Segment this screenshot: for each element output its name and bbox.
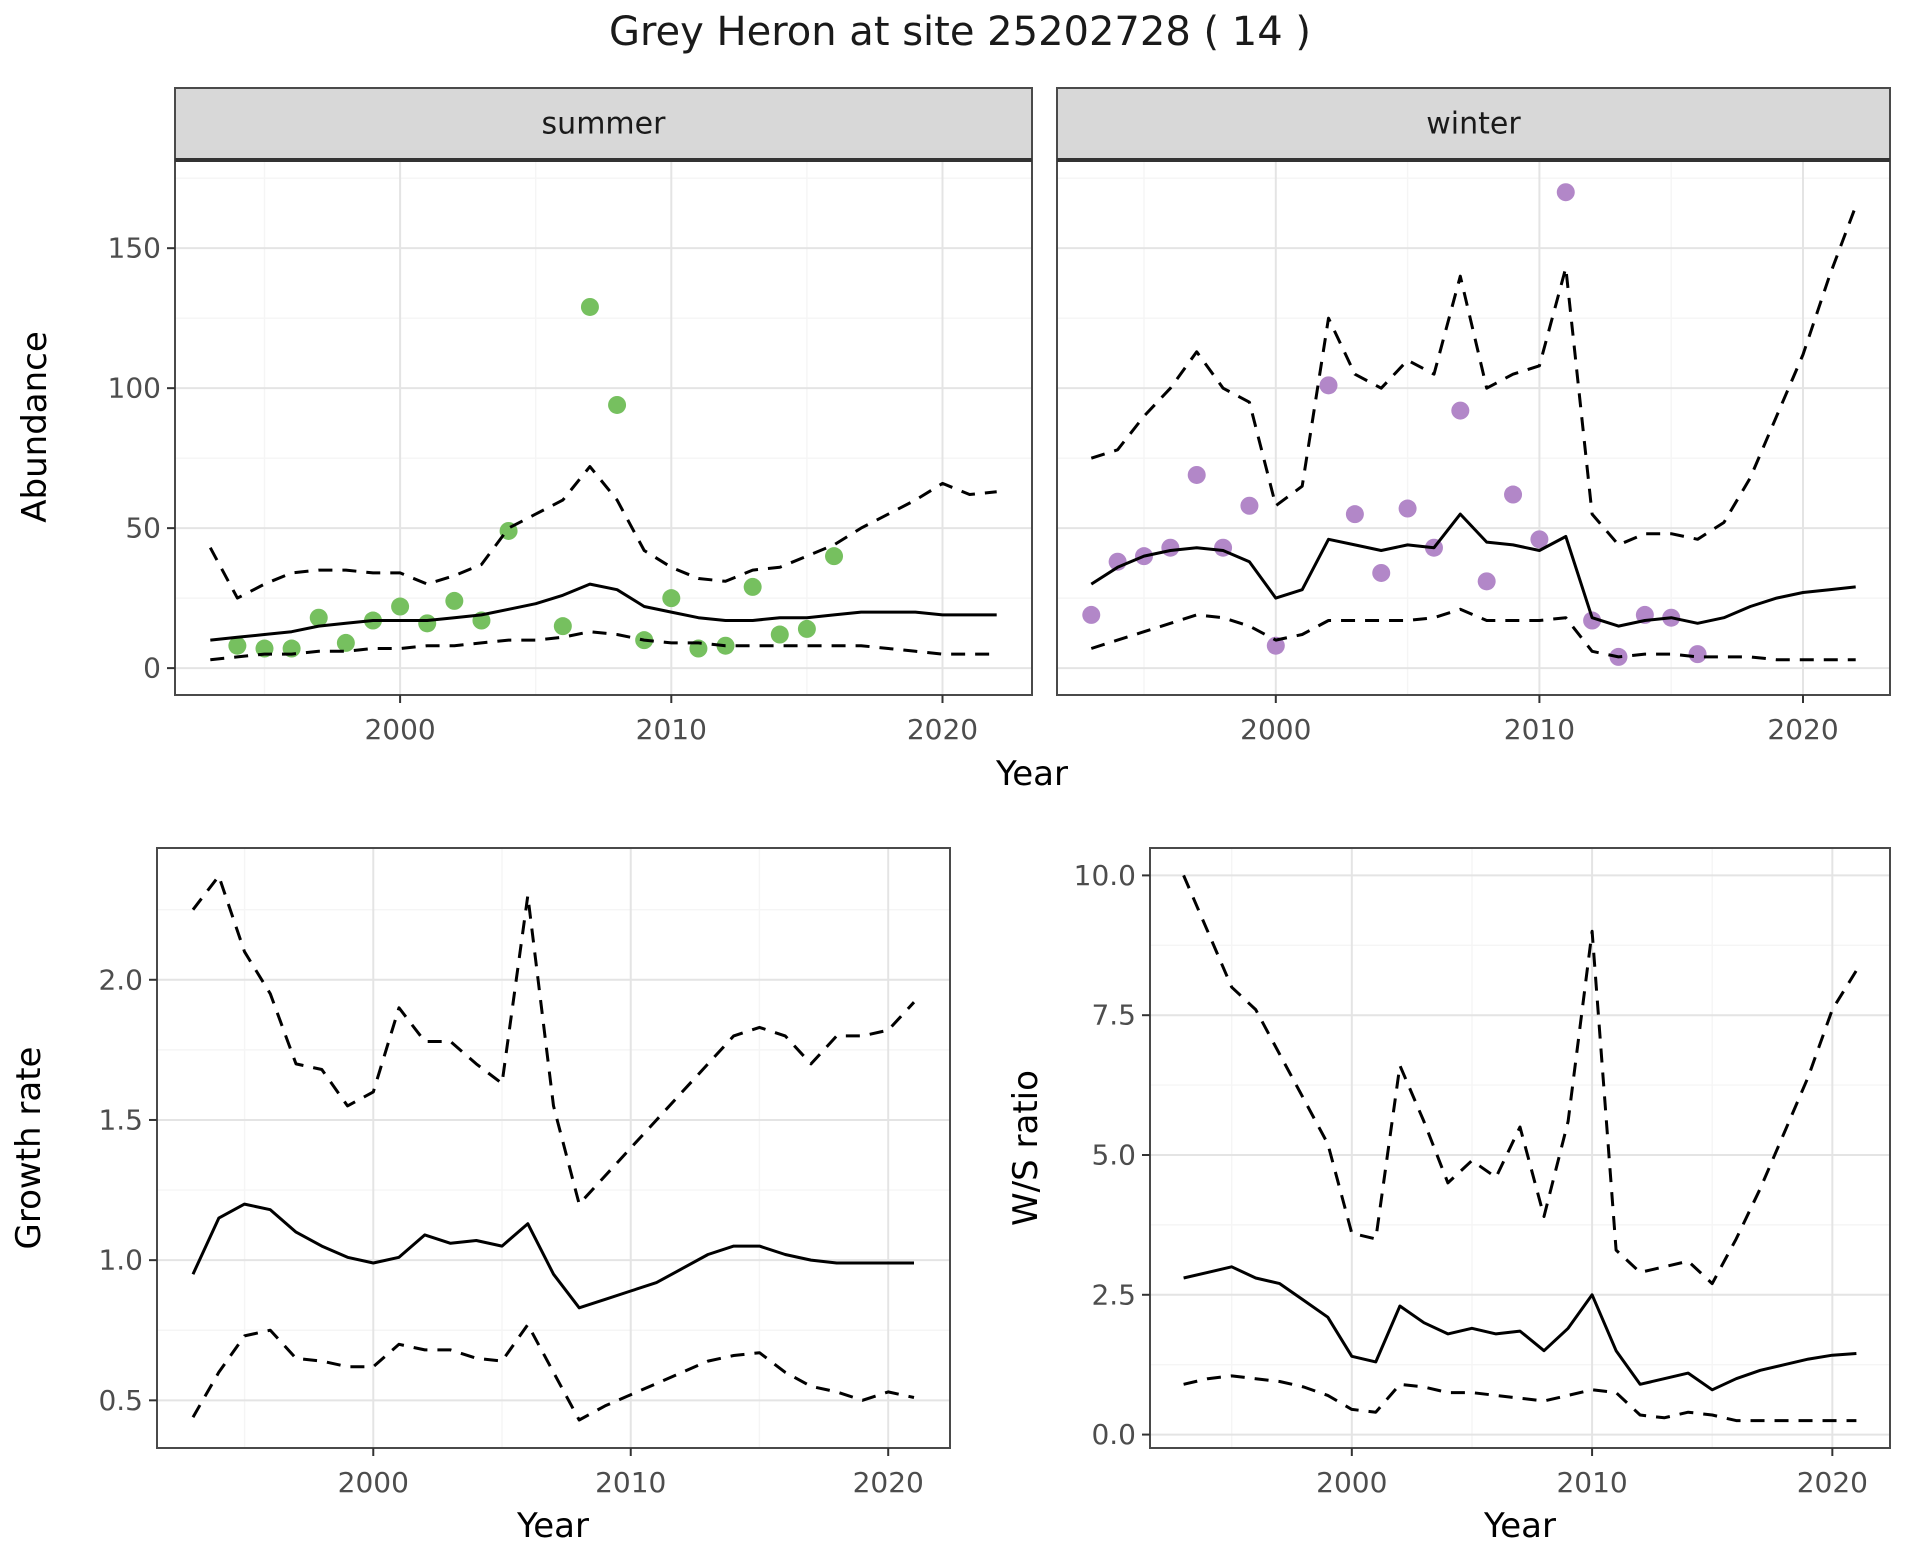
abundance_summer-upper_95ci-line <box>208 465 997 600</box>
derived-metrics-plots: 2000 2010 2020 0.5 1.0 1.5 2.0 2000 2010 2020 0.0 2… <box>9 847 1891 1546</box>
y-tick-label: 0 <box>143 652 161 685</box>
y-tick-label: 2.5 <box>1091 1278 1136 1311</box>
abundance_winter-observation-point <box>1583 611 1602 630</box>
x-tick-label: 2000 <box>338 1466 409 1499</box>
abundance_summer-observation-point <box>336 633 355 652</box>
y-tick-label: 50 <box>125 512 161 545</box>
x-tick-label: 2000 <box>364 713 435 746</box>
y-tick-label: 5.0 <box>1091 1138 1136 1171</box>
y-tick-label: 10.0 <box>1074 859 1136 892</box>
y-tick-label: 1.5 <box>98 1103 143 1136</box>
facet-strip-label: winter <box>1426 107 1521 142</box>
abundance_summer-observation-point <box>608 395 627 414</box>
facet-strip <box>174 87 1033 161</box>
abundance_winter-observation-point <box>1161 538 1180 557</box>
abundance_winter-observation-point <box>1398 499 1417 518</box>
y-axis-title: Growth rate <box>9 1047 49 1250</box>
abundance_winter-observation-point <box>1372 563 1391 582</box>
growth_rate-fit-line <box>191 1202 914 1310</box>
ws_ratio-fit-line <box>1183 1265 1857 1392</box>
abundance_summer-observation-point <box>825 547 844 566</box>
x-tick-label: 2020 <box>907 713 978 746</box>
abundance_winter-observation-point <box>1504 485 1523 504</box>
abundance_winter-data-layer <box>1082 183 1858 666</box>
abundance_winter-observation-point <box>1477 572 1496 591</box>
abundance_summer-observation-point <box>770 625 789 644</box>
x-axis-title: Year <box>1483 1506 1556 1546</box>
abundance_winter-observation-point <box>1082 605 1101 624</box>
abundance_winter-observation-point <box>1688 645 1707 664</box>
abundance_winter-observation-point <box>1345 505 1364 524</box>
y-tick-label: 150 <box>108 232 161 265</box>
abundance_summer-observation-point <box>391 597 410 616</box>
panel-background <box>1057 160 1890 695</box>
growth_rate-lower_95ci-line <box>191 1323 915 1422</box>
abundance_winter-observation-point <box>1187 465 1206 484</box>
panel-background <box>1150 848 1890 1448</box>
x-axis-title: Year <box>995 754 1068 794</box>
abundance_summer-observation-point <box>662 589 681 608</box>
abundance_summer-observation-point <box>743 577 762 596</box>
y-tick-label: 1.0 <box>98 1244 143 1277</box>
x-tick-label: 2010 <box>636 713 707 746</box>
abundance_winter-observation-point <box>1556 183 1575 202</box>
abundance-faceted-plot: summer 2000 2010 2020 0 50 100 150 winter 2000 201… <box>15 87 1891 794</box>
abundance_summer-observation-point <box>553 617 572 636</box>
abundance_summer-observation-point <box>228 636 247 655</box>
y-axis-title: W/S ratio <box>1006 1070 1046 1226</box>
abundance_winter-fit-line <box>1090 512 1856 628</box>
abundance_winter-lower_95ci-line <box>1090 607 1856 662</box>
y-tick-label: 0.5 <box>98 1384 143 1417</box>
x-tick-label: 2010 <box>1556 1466 1627 1499</box>
panel-border <box>1149 847 1891 1449</box>
x-axis-title: Year <box>516 1506 589 1546</box>
abundance_winter-observation-point <box>1240 496 1259 515</box>
x-tick-label: 2000 <box>1240 713 1311 746</box>
abundance_summer-data-layer <box>208 297 997 662</box>
abundance_winter-observation-point <box>1319 376 1338 395</box>
y-axis-title: Abundance <box>15 331 55 523</box>
facet-strip-label: summer <box>542 107 667 142</box>
x-tick-label: 2010 <box>595 1466 666 1499</box>
figure-title: Grey Heron at site 25202728 ( 14 ) <box>608 9 1312 55</box>
abundance_summer-observation-point <box>309 608 328 627</box>
abundance_winter-observation-point <box>1266 636 1285 655</box>
abundance_summer-observation-point <box>797 619 816 638</box>
panel-border <box>156 847 951 1449</box>
abundance_winter-observation-point <box>1451 401 1470 420</box>
y-tick-label: 0.0 <box>1091 1418 1136 1451</box>
x-tick-label: 2020 <box>853 1466 924 1499</box>
y-tick-label: 2.0 <box>98 963 143 996</box>
abundance_summer-observation-point <box>418 614 437 633</box>
ws_ratio-data-layer <box>1182 874 1858 1423</box>
panel-background <box>175 160 1032 695</box>
abundance_summer-observation-point <box>445 591 464 610</box>
growth_rate-upper_95ci-line <box>191 874 916 1206</box>
panel-background <box>157 848 950 1448</box>
y-tick-label: 7.5 <box>1091 999 1136 1032</box>
abundance_summer-observation-point <box>580 297 599 316</box>
x-tick-label: 2020 <box>1797 1466 1868 1499</box>
abundance_winter-observation-point <box>1530 530 1549 549</box>
growth_rate-data-layer <box>191 874 916 1422</box>
x-tick-label: 2000 <box>1316 1466 1387 1499</box>
x-tick-label: 2010 <box>1504 713 1575 746</box>
abundance_summer-lower_95ci-line <box>210 630 997 662</box>
y-tick-label: 100 <box>108 372 161 405</box>
abundance_summer-fit-line <box>210 582 997 642</box>
x-tick-label: 2020 <box>1767 713 1838 746</box>
ws_ratio-upper_95ci-line <box>1182 874 1858 1286</box>
facet-strip <box>1056 87 1891 161</box>
